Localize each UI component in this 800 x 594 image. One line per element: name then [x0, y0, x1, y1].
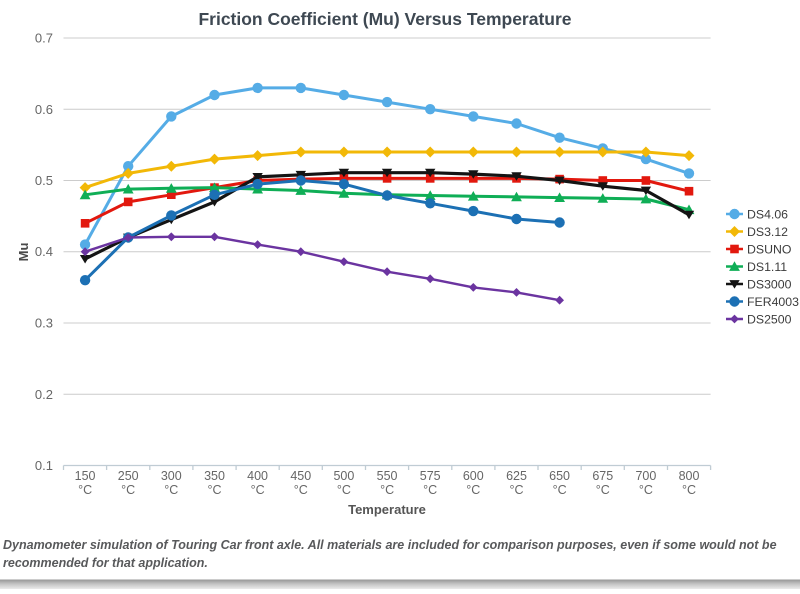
svg-text:675: 675	[592, 469, 613, 483]
svg-text:625: 625	[506, 469, 527, 483]
svg-text:°C: °C	[251, 483, 265, 497]
svg-text:°C: °C	[164, 483, 178, 497]
svg-text:°C: °C	[337, 483, 351, 497]
svg-text:0.3: 0.3	[35, 316, 53, 331]
svg-text:0.1: 0.1	[35, 458, 53, 473]
svg-text:°C: °C	[596, 483, 610, 497]
svg-text:550: 550	[377, 469, 398, 483]
svg-text:450: 450	[290, 469, 311, 483]
svg-text:FER4003: FER4003	[747, 295, 799, 309]
svg-text:°C: °C	[207, 483, 221, 497]
svg-text:250: 250	[118, 469, 139, 483]
svg-text:300: 300	[161, 469, 182, 483]
svg-text:Temperature: Temperature	[348, 502, 426, 517]
svg-text:Mu: Mu	[16, 243, 31, 262]
svg-text:°C: °C	[509, 483, 523, 497]
svg-text:350: 350	[204, 469, 225, 483]
svg-text:600: 600	[463, 469, 484, 483]
svg-text:°C: °C	[380, 483, 394, 497]
svg-text:150: 150	[75, 469, 96, 483]
svg-text:DS1.11: DS1.11	[747, 260, 787, 274]
svg-text:DS3.12: DS3.12	[747, 225, 788, 239]
svg-text:°C: °C	[294, 483, 308, 497]
svg-text:0.4: 0.4	[35, 244, 53, 259]
svg-text:Dynamometer simulation of Tour: Dynamometer simulation of Touring Car fr…	[3, 538, 777, 552]
svg-text:DS4.06: DS4.06	[747, 208, 788, 222]
svg-text:0.2: 0.2	[35, 387, 53, 402]
svg-text:°C: °C	[682, 483, 696, 497]
svg-text:800: 800	[679, 469, 700, 483]
svg-text:°C: °C	[466, 483, 480, 497]
svg-text:°C: °C	[639, 483, 653, 497]
svg-text:°C: °C	[78, 483, 92, 497]
svg-text:700: 700	[635, 469, 656, 483]
svg-text:°C: °C	[553, 483, 567, 497]
svg-text:Friction Coefficient (Mu) Vers: Friction Coefficient (Mu) Versus Tempera…	[198, 9, 571, 29]
svg-text:DS2500: DS2500	[747, 313, 792, 327]
svg-text:DSUNO: DSUNO	[747, 243, 791, 257]
svg-text:0.6: 0.6	[35, 102, 53, 117]
svg-text:650: 650	[549, 469, 570, 483]
svg-text:recommended for that applicati: recommended for that application.	[3, 556, 208, 570]
svg-text:575: 575	[420, 469, 441, 483]
svg-text:0.7: 0.7	[35, 31, 53, 46]
svg-text:500: 500	[333, 469, 354, 483]
svg-text:400: 400	[247, 469, 268, 483]
svg-text:°C: °C	[423, 483, 437, 497]
svg-text:°C: °C	[121, 483, 135, 497]
svg-text:DS3000: DS3000	[747, 278, 792, 292]
svg-text:0.5: 0.5	[35, 173, 53, 188]
